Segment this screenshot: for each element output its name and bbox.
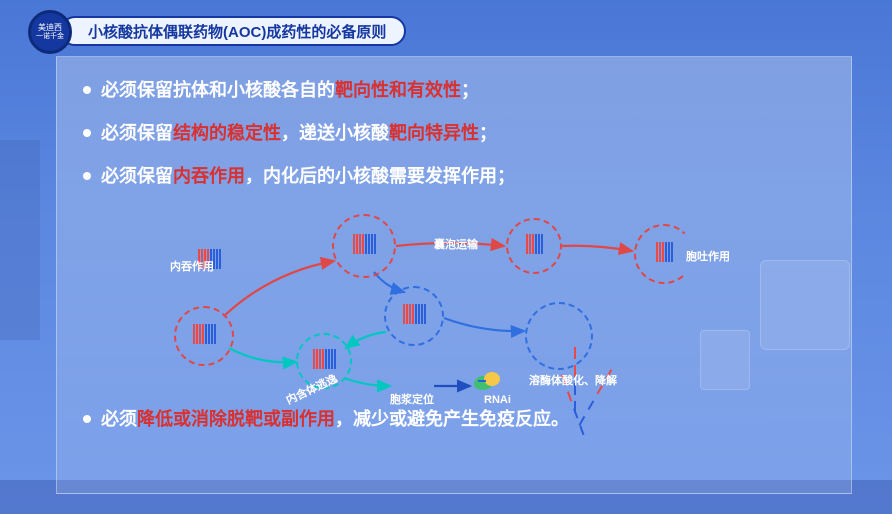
bg-shelf-left [0, 140, 40, 340]
text-seg: 必须保留 [101, 123, 173, 143]
bullet-4-text: 必须降低或消除脱靶或副作用，减少或避免产生免疫反应。 [101, 406, 569, 433]
bullet-dot [83, 415, 91, 423]
badge-text-1: 美迪西 [36, 24, 64, 33]
diagram-node-entry [174, 306, 234, 366]
diagram-node-exo [634, 224, 694, 284]
bullet-1: 必须保留抗体和小核酸各自的靶向性和有效性； [83, 77, 825, 104]
bullet-4: 必须降低或消除脱靶或副作用，减少或避免产生免疫反应。 [83, 406, 825, 433]
diagram-node-vesicle2 [506, 218, 562, 274]
diagram-label: 内吞作用 [170, 258, 214, 274]
diagram-label: RNAi [484, 394, 511, 406]
bullet-dot [83, 86, 91, 94]
highlight: 结构的稳定性 [173, 123, 281, 143]
text-seg: ，内化后的小核酸需要发挥作用； [245, 166, 515, 186]
brand-badge: 美迪西 一诺千金 [28, 10, 72, 54]
diagram-label: 溶酶体酸化、降解 [529, 372, 617, 388]
endocytosis-diagram: 内吞作用囊泡运输胞吐作用内含体逃逸溶酶体酸化、降解胞浆定位RNAi [134, 206, 774, 396]
highlight: 靶向特异性 [389, 123, 479, 143]
diagram-arrow [224, 261, 334, 316]
page-title: 小核酸抗体偶联药物(AOC)成药性的必备原则 [88, 21, 386, 42]
bullet-3-text: 必须保留内吞作用，内化后的小核酸需要发挥作用； [101, 163, 515, 190]
diagram-node-lysosome [525, 302, 593, 370]
diagram-label: 囊泡运输 [434, 236, 478, 252]
highlight: 降低或消除脱靶或副作用 [137, 409, 335, 429]
bullet-dot [83, 172, 91, 180]
bullet-dot [83, 129, 91, 137]
diagram-node-vesicle1 [332, 214, 396, 278]
text-seg: ； [461, 80, 479, 100]
diagram-arrow [344, 378, 390, 386]
diagram-arrow [346, 332, 386, 348]
diagram-arrow [229, 348, 296, 362]
text-seg: 必须 [101, 409, 137, 429]
diagram-arrow [444, 318, 524, 331]
diagram-node-center [384, 286, 444, 346]
highlight: 内吞作用 [173, 166, 245, 186]
text-seg: ，递送小核酸 [281, 123, 389, 143]
text-seg: 必须保留抗体和小核酸各自的 [101, 80, 335, 100]
text-seg: ； [479, 123, 497, 143]
text-seg: 必须保留 [101, 166, 173, 186]
bullet-1-text: 必须保留抗体和小核酸各自的靶向性和有效性； [101, 77, 479, 104]
text-seg: ，减少或避免产生免疫反应。 [335, 409, 569, 429]
header: 小核酸抗体偶联药物(AOC)成药性的必备原则 美迪西 一诺千金 [28, 14, 852, 48]
rnai-icon [474, 372, 500, 392]
header-pill: 小核酸抗体偶联药物(AOC)成药性的必备原则 [60, 16, 406, 46]
bullet-2: 必须保留结构的稳定性，递送小核酸靶向特异性； [83, 120, 825, 147]
diagram-label: 胞吐作用 [686, 248, 730, 264]
diagram-label: 胞浆定位 [390, 391, 434, 407]
bullet-3: 必须保留内吞作用，内化后的小核酸需要发挥作用； [83, 163, 825, 190]
highlight: 靶向性和有效性 [335, 80, 461, 100]
bullet-2-text: 必须保留结构的稳定性，递送小核酸靶向特异性； [101, 120, 497, 147]
content-panel: 必须保留抗体和小核酸各自的靶向性和有效性； 必须保留结构的稳定性，递送小核酸靶向… [56, 56, 852, 494]
diagram-arrow [562, 246, 632, 251]
badge-text-2: 一诺千金 [36, 33, 64, 41]
